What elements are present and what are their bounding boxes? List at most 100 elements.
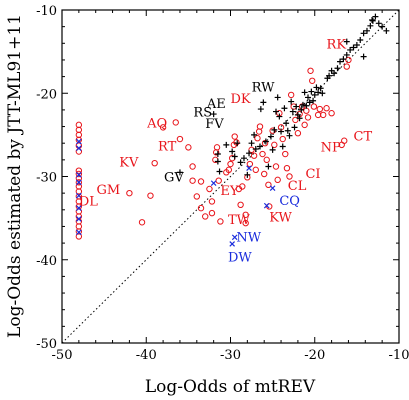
- data-point-plus: [278, 128, 285, 135]
- data-point-plus: [214, 151, 221, 158]
- point-label: AE: [206, 97, 226, 112]
- reference-diagonal: [61, 9, 400, 344]
- data-point-plus: [340, 56, 347, 63]
- data-point-circle: [215, 177, 222, 184]
- data-point-circle: [248, 146, 255, 154]
- data-point-circle: [298, 103, 306, 110]
- data-point-circle: [274, 176, 281, 184]
- data-point-circle: [75, 170, 83, 178]
- data-point-circle: [343, 63, 350, 70]
- data-point-circle: [227, 160, 234, 168]
- point-label: GM: [97, 183, 121, 198]
- axis-ticks: -50 -40 -30 -20 -10 -50 -40 -30 -20 -10: [36, 4, 409, 363]
- data-point-circle: [159, 124, 167, 131]
- data-point-circle: [261, 140, 269, 147]
- data-point-circle: [287, 91, 295, 99]
- data-point-plus: [317, 85, 324, 92]
- point-label: EY: [220, 184, 238, 199]
- data-point-plus: [229, 148, 236, 155]
- point-label: FV: [205, 117, 224, 132]
- data-point-circle: [193, 193, 201, 200]
- data-point-x: [76, 192, 82, 199]
- data-point-x: [76, 216, 82, 222]
- data-point-circle: [242, 211, 249, 218]
- data-point-circle: [206, 185, 213, 193]
- point-label: RK: [327, 37, 347, 52]
- data-point-plus: [240, 155, 247, 162]
- data-point-x: [210, 180, 217, 186]
- data-point-plus: [274, 94, 281, 101]
- data-point-circle: [261, 170, 268, 178]
- x-tick-label: -20: [304, 348, 325, 363]
- data-point-plus: [276, 113, 283, 120]
- data-point-plus: [231, 153, 238, 160]
- data-point-plus: [313, 84, 320, 91]
- data-point-circle: [254, 135, 261, 142]
- data-point-x: [263, 202, 270, 209]
- point-label: TW: [228, 213, 251, 228]
- y-tick-label: -20: [36, 87, 57, 102]
- data-point-plus: [357, 36, 364, 43]
- data-point-circle: [172, 119, 179, 126]
- data-point-circle: [213, 144, 221, 151]
- data-point-x: [76, 229, 82, 236]
- point-label: CL: [288, 179, 307, 194]
- data-point-circle: [269, 127, 276, 134]
- point-label: CI: [305, 167, 320, 182]
- data-point-circle: [309, 77, 316, 84]
- data-point-circle: [279, 135, 286, 143]
- y-axis-title: Log-Odds estimated by JTT-ML91+11: [5, 14, 25, 338]
- point-label: AQ: [146, 116, 167, 131]
- data-point-plus: [347, 46, 354, 53]
- x-tick-label: -10: [389, 348, 409, 363]
- data-point-plus: [216, 168, 223, 175]
- data-point-plus: [260, 99, 267, 106]
- point-label: DL: [79, 195, 98, 210]
- data-point-plus: [306, 99, 313, 106]
- data-point-plus: [237, 159, 244, 166]
- data-point-plus: [369, 17, 376, 24]
- data-point-plus: [343, 38, 350, 45]
- data-point-plus: [308, 88, 315, 95]
- data-point-plus: [331, 70, 338, 77]
- data-point-plus: [334, 65, 341, 72]
- data-point-plus: [248, 140, 255, 147]
- data-point-x: [229, 241, 236, 247]
- point-label: NW: [236, 230, 261, 245]
- data-point-circle: [75, 179, 83, 186]
- data-point-plus: [279, 143, 286, 150]
- point-label: NP: [321, 141, 341, 156]
- data-point-plus: [256, 143, 263, 150]
- point-label: RT: [158, 140, 177, 155]
- data-point-plus: [214, 158, 221, 165]
- data-point-circle: [316, 105, 324, 113]
- data-point-circle: [185, 144, 192, 151]
- data-point-circle: [176, 135, 184, 143]
- data-point-circle: [151, 159, 158, 167]
- data-point-plus: [367, 22, 374, 29]
- data-point-plus: [375, 20, 382, 27]
- x-tick-label: -30: [220, 348, 241, 363]
- data-point-circle: [255, 128, 263, 135]
- data-point-plus: [299, 101, 306, 108]
- data-point-plus: [343, 51, 350, 58]
- data-point-circle: [256, 123, 264, 130]
- data-point-circle: [310, 103, 318, 110]
- data-point-plus: [303, 102, 310, 109]
- data-point-x: [269, 185, 276, 191]
- data-point-plus: [293, 103, 300, 110]
- y-tick-label: -40: [36, 254, 57, 269]
- data-point-plus: [350, 44, 357, 51]
- data-point-x: [76, 138, 82, 145]
- data-point-circle: [323, 105, 330, 112]
- data-point-plus: [296, 115, 303, 122]
- data-point-plus: [311, 91, 318, 98]
- data-point-circle: [189, 177, 196, 184]
- point-label: RS: [193, 106, 212, 121]
- data-point-circle: [294, 130, 302, 137]
- point-label: GV: [164, 170, 184, 185]
- data-point-plus: [223, 141, 230, 148]
- data-point-circle: [282, 150, 289, 158]
